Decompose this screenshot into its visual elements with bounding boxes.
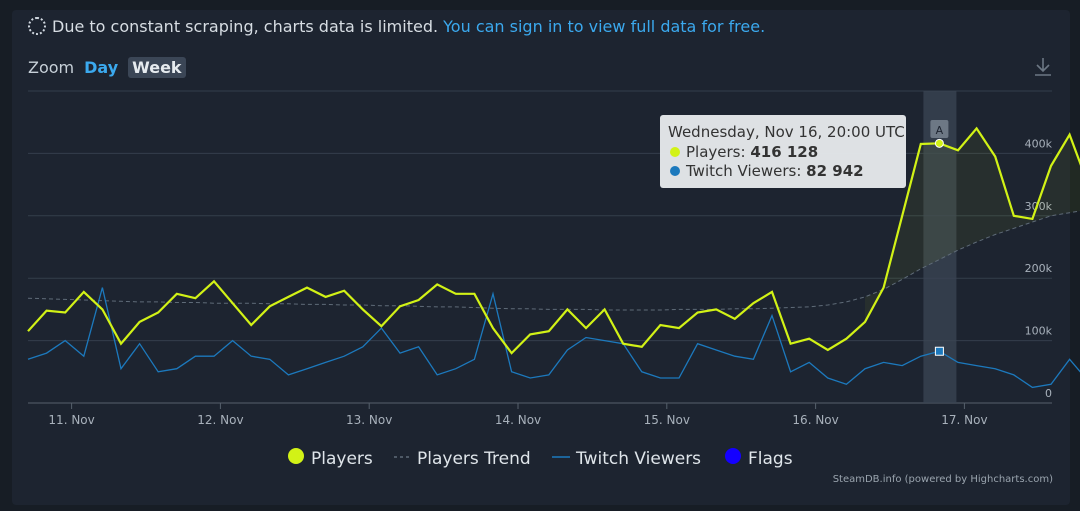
dashed-circle-icon [28, 17, 46, 35]
tooltip-players-dot [670, 147, 680, 157]
download-icon[interactable] [1032, 56, 1054, 78]
zoom-day-button[interactable]: Day [84, 58, 119, 77]
tooltip-players: Players: 416 128 [686, 143, 818, 161]
tooltip-title: Wednesday, Nov 16, 20:00 UTC [668, 123, 905, 141]
tooltip-twitch: Twitch Viewers: 82 942 [685, 162, 864, 180]
sign-in-link[interactable]: You can sign in to view full data for fr… [443, 17, 766, 36]
legend-players-label: Players [311, 449, 373, 469]
notice-text: Due to constant scraping, charts data is… [52, 17, 439, 36]
x-tick-label-5: 16. Nov [792, 413, 838, 427]
credit-text: SteamDB.info (powered by Highcharts.com) [832, 474, 1053, 485]
legend-twitch-label: Twitch Viewers [575, 449, 701, 469]
legend-trend-label: Players Trend [417, 449, 531, 469]
tooltip-box [660, 115, 906, 188]
flag-label: A [936, 124, 944, 137]
series-players-line[interactable] [27, 126, 1080, 355]
legend-players-marker [288, 448, 304, 464]
series-players-trend-line [27, 210, 1080, 311]
x-tick-label-3: 14. Nov [495, 413, 541, 427]
x-tick-label-1: 12. Nov [197, 413, 243, 427]
zoom-controls: Zoom Day Week [28, 57, 186, 78]
zoom-label: Zoom [28, 58, 75, 77]
y-tick-label-4: 400k [1025, 137, 1053, 150]
y-axis: 0 100k 200k 300k 400k [1025, 137, 1053, 400]
grid-lines [28, 90, 1052, 404]
legend-flags-marker [725, 448, 741, 464]
legend-flags-label: Flags [748, 449, 793, 469]
x-tick-label-4: 15. Nov [644, 413, 690, 427]
tooltip-players-label: Players: [686, 143, 746, 161]
y-tick-label-3: 300k [1025, 200, 1053, 213]
scraping-notice: Due to constant scraping, charts data is… [28, 17, 765, 36]
tooltip: Wednesday, Nov 16, 20:00 UTC Players: 41… [660, 115, 906, 188]
tooltip-twitch-value: 82 942 [806, 162, 863, 180]
legend-item-players[interactable]: Players [288, 448, 373, 469]
players-area [865, 128, 1080, 322]
series-twitch-viewers-line [27, 287, 1080, 389]
legend: Players Players Trend Twitch Viewers Fla… [288, 448, 793, 469]
x-axis: 11. Nov 12. Nov 13. Nov 14. Nov 15. Nov 16. N… [48, 403, 988, 427]
y-tick-label-2: 200k [1025, 262, 1053, 275]
flag-marker[interactable]: A [930, 120, 949, 138]
x-tick-label-6: 17. Nov [941, 413, 987, 427]
flag-box [930, 120, 949, 138]
chart-panel: Due to constant scraping, charts data is… [12, 10, 1070, 505]
tooltip-twitch-dot [670, 166, 680, 176]
legend-item-players-trend[interactable]: Players Trend [394, 449, 531, 469]
tooltip-twitch-label: Twitch Viewers: [685, 162, 801, 180]
x-tick-label-2: 13. Nov [346, 413, 392, 427]
x-tick-label-0: 11. Nov [48, 413, 94, 427]
y-tick-label-1: 100k [1025, 325, 1053, 338]
twitch-hover-point [934, 346, 944, 356]
legend-item-twitch-viewers[interactable]: Twitch Viewers [552, 449, 701, 469]
players-hover-point [934, 138, 944, 148]
zoom-week-button[interactable]: Week [128, 57, 186, 78]
y-tick-label-0: 0 [1045, 387, 1052, 400]
tooltip-players-value: 416 128 [750, 143, 818, 161]
legend-item-flags[interactable]: Flags [725, 448, 793, 469]
